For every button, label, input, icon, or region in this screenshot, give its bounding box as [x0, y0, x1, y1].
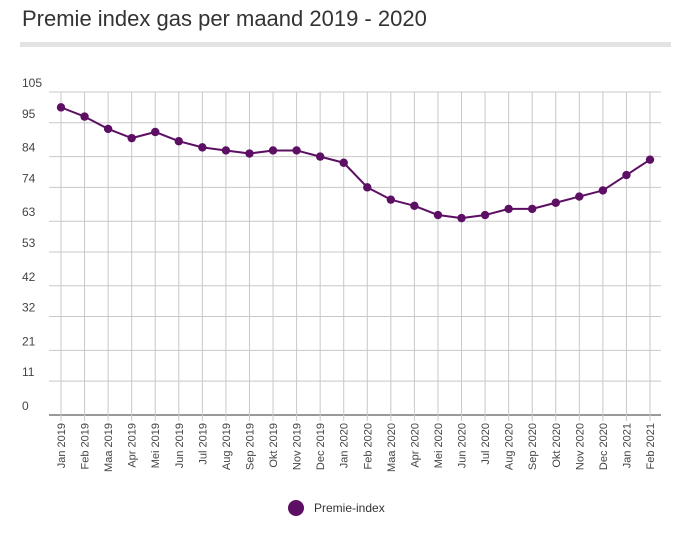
chart-title: Premie index gas per maand 2019 - 2020: [22, 6, 427, 31]
y-tick-label: 63: [22, 205, 36, 219]
x-tick-label: Jun 2020: [457, 423, 469, 468]
data-point: [598, 186, 608, 195]
data-point: [645, 155, 655, 164]
x-tick-label: Apr 2020: [409, 423, 421, 468]
x-tick-label: Nov 2020: [574, 423, 586, 470]
x-tick-label: Sep 2019: [244, 423, 256, 470]
data-point: [622, 170, 631, 180]
y-tick-label: 32: [22, 301, 36, 315]
data-point: [151, 127, 160, 137]
y-tick-label: 21: [22, 334, 36, 348]
x-tick-label: Feb 2020: [362, 423, 374, 469]
y-axis-tick-labels: 0 11 21 32 42 53 63 74 84 95 105: [22, 76, 42, 413]
data-point: [103, 124, 113, 134]
data-point: [56, 103, 66, 112]
x-tick-label: Maa 2019: [103, 423, 115, 472]
legend-marker: [288, 500, 304, 516]
x-tick-label: Jan 2021: [621, 423, 633, 468]
legend: Premie-index: [288, 500, 385, 516]
data-point: [480, 210, 490, 220]
grid-lines: [49, 91, 661, 421]
x-tick-label: Dec 2019: [315, 423, 327, 470]
x-tick-label: Jun 2019: [174, 423, 186, 468]
data-point: [315, 152, 325, 161]
data-point: [127, 133, 136, 143]
data-point: [575, 192, 584, 201]
y-tick-label: 11: [22, 365, 35, 379]
data-point: [292, 146, 301, 155]
data-point: [410, 201, 419, 211]
x-tick-label: Okt 2019: [268, 423, 280, 468]
x-tick-label: Feb 2021: [645, 423, 657, 469]
data-point: [504, 204, 513, 214]
y-tick-label: 95: [22, 107, 36, 121]
x-axis-tick-labels: Jan 2019 Feb 2019 Maa 2019 Apr 2019 Mei 2019…: [56, 423, 657, 472]
y-tick-label: 53: [22, 236, 36, 250]
x-tick-label: Sep 2020: [527, 423, 539, 470]
data-point: [386, 195, 396, 204]
data-point: [363, 183, 372, 192]
data-point: [551, 198, 560, 207]
series-line-premie-index: [60, 106, 651, 220]
y-tick-label: 74: [22, 171, 36, 185]
x-tick-label: Jan 2020: [339, 423, 351, 468]
y-tick-label: 105: [22, 76, 42, 90]
data-point: [245, 149, 254, 158]
data-point: [80, 112, 89, 121]
legend-label-premie-index: Premie-index: [314, 501, 385, 515]
series-line-layer: [60, 106, 651, 220]
x-tick-label: Jul 2020: [480, 423, 492, 465]
x-tick-label: Aug 2019: [221, 423, 233, 470]
data-point: [174, 137, 183, 146]
y-tick-label: 84: [22, 141, 36, 155]
x-tick-label: Jul 2019: [197, 423, 209, 465]
data-point: [268, 146, 278, 155]
x-tick-label: Jan 2019: [56, 423, 68, 468]
x-tick-label: Okt 2020: [551, 423, 563, 468]
data-point: [221, 146, 231, 155]
x-tick-label: Dec 2020: [598, 423, 610, 470]
data-point-layer: [56, 103, 655, 223]
data-point: [457, 213, 466, 223]
y-tick-label: 0: [22, 399, 29, 413]
x-tick-label: Aug 2020: [504, 423, 516, 470]
y-tick-label: 42: [22, 270, 36, 284]
x-tick-label: Mei 2020: [433, 423, 445, 468]
data-point: [198, 143, 207, 152]
data-point: [528, 204, 537, 214]
x-tick-label: Feb 2019: [80, 423, 92, 469]
data-point: [433, 210, 443, 220]
x-tick-label: Apr 2019: [127, 423, 139, 468]
x-tick-label: Nov 2019: [292, 423, 304, 470]
x-tick-label: Mei 2019: [150, 423, 162, 468]
x-tick-label: Maa 2020: [386, 423, 398, 472]
title-divider: [20, 42, 671, 47]
data-point: [339, 158, 348, 167]
